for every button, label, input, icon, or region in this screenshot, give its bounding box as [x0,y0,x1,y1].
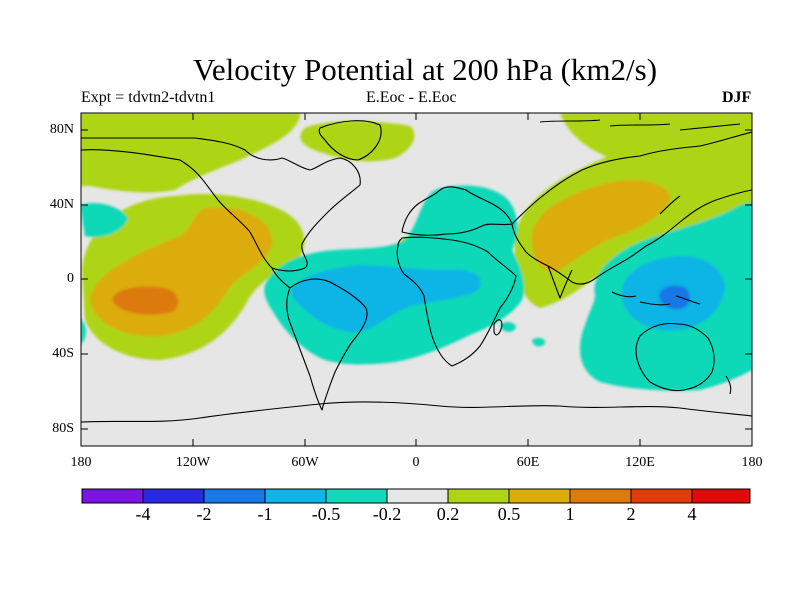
chart-title: Velocity Potential at 200 hPa (km2/s) [192,52,658,87]
experiment-label: Expt = tdvtn2-tdvtn1 [81,89,216,106]
coastline-arctic-islands [539,119,741,131]
coastline-central-america [271,267,291,289]
xtick-label-60w: 60W [291,455,319,470]
colorbar-label-3: -1 [257,504,273,524]
coastline-asia [511,131,752,285]
colorbar-label-8: 1 [565,504,575,524]
colorbar-label-10: 4 [687,504,697,524]
colorbar-label-5: -0.2 [372,504,402,524]
ytick-label-0: 0 [67,271,74,286]
coastline-madagascar [493,319,503,336]
contour-negative-1-west-pacific [659,285,690,310]
xtick-label-60e: 60E [516,455,540,470]
colorbar-label-1: -4 [135,504,151,524]
colorbar-label-4: -0.5 [311,504,341,524]
coastline-india [547,265,573,299]
colorbar-box-10 [630,488,693,504]
colorbar-label-6: 0.2 [436,504,460,524]
colorbar-box-11 [691,488,751,504]
contour-positive-north-pacific-arctic [81,113,300,193]
coastline-new-zealand [725,375,732,395]
coastline-africa [396,236,517,367]
colorbar-label-9: 2 [626,504,636,524]
contour-negative-pacific-small [81,203,128,237]
contour-negative-indian-small [500,322,546,347]
contour-positive-0p5-asia [531,179,670,272]
contour-negative-0p5-south-america [291,265,481,333]
colorbar-box-5 [325,488,388,504]
colorbar-box-1 [81,488,144,504]
contour-negative-southwest-pacific [81,319,86,344]
coastline-australia [635,322,715,392]
season-label: DJF [722,89,752,106]
colorbar-box-7 [447,488,510,504]
xtick-label-120w: 120W [175,455,211,470]
contour-positive-arctic-pacific [560,113,752,166]
xtick-label-180-right: 180 [741,455,763,470]
coastline-north-america [81,137,361,272]
colorbar-label-7: 0.5 [497,504,521,524]
coastline-greenland [318,120,382,161]
coastline-europe [401,186,513,236]
axis-ticks [81,113,752,446]
ytick-label-40n: 40N [49,197,74,212]
colorbar-box-8 [508,488,571,504]
shaded-contours [81,113,752,391]
contour-positive-1-pacific [112,286,179,315]
coastline-maritime-continent [611,291,701,306]
coastline-japan [659,195,681,215]
ytick-label-80n: 80N [49,122,74,137]
colorbar-box-9 [569,488,632,504]
ytick-label-80s: 80S [52,421,74,436]
ensemble-label: E.Eoc - E.Eoc [366,89,457,106]
colorbar-box-4 [264,488,327,504]
colorbar [81,488,751,504]
coastlines [81,119,752,423]
coastline-antarctica [81,401,752,423]
xtick-label-120e: 120E [625,455,655,470]
ytick-label-40s: 40S [52,346,74,361]
colorbar-label-2: -2 [196,504,212,524]
colorbar-box-3 [203,488,266,504]
map-panel [81,113,752,446]
xtick-label-180-left: 180 [70,455,92,470]
colorbar-box-6 [386,488,449,504]
colorbar-box-2 [142,488,205,504]
xtick-label-0: 0 [412,455,420,470]
contour-positive-arctic-atlantic [300,121,415,162]
coastline-south-america [286,278,368,411]
